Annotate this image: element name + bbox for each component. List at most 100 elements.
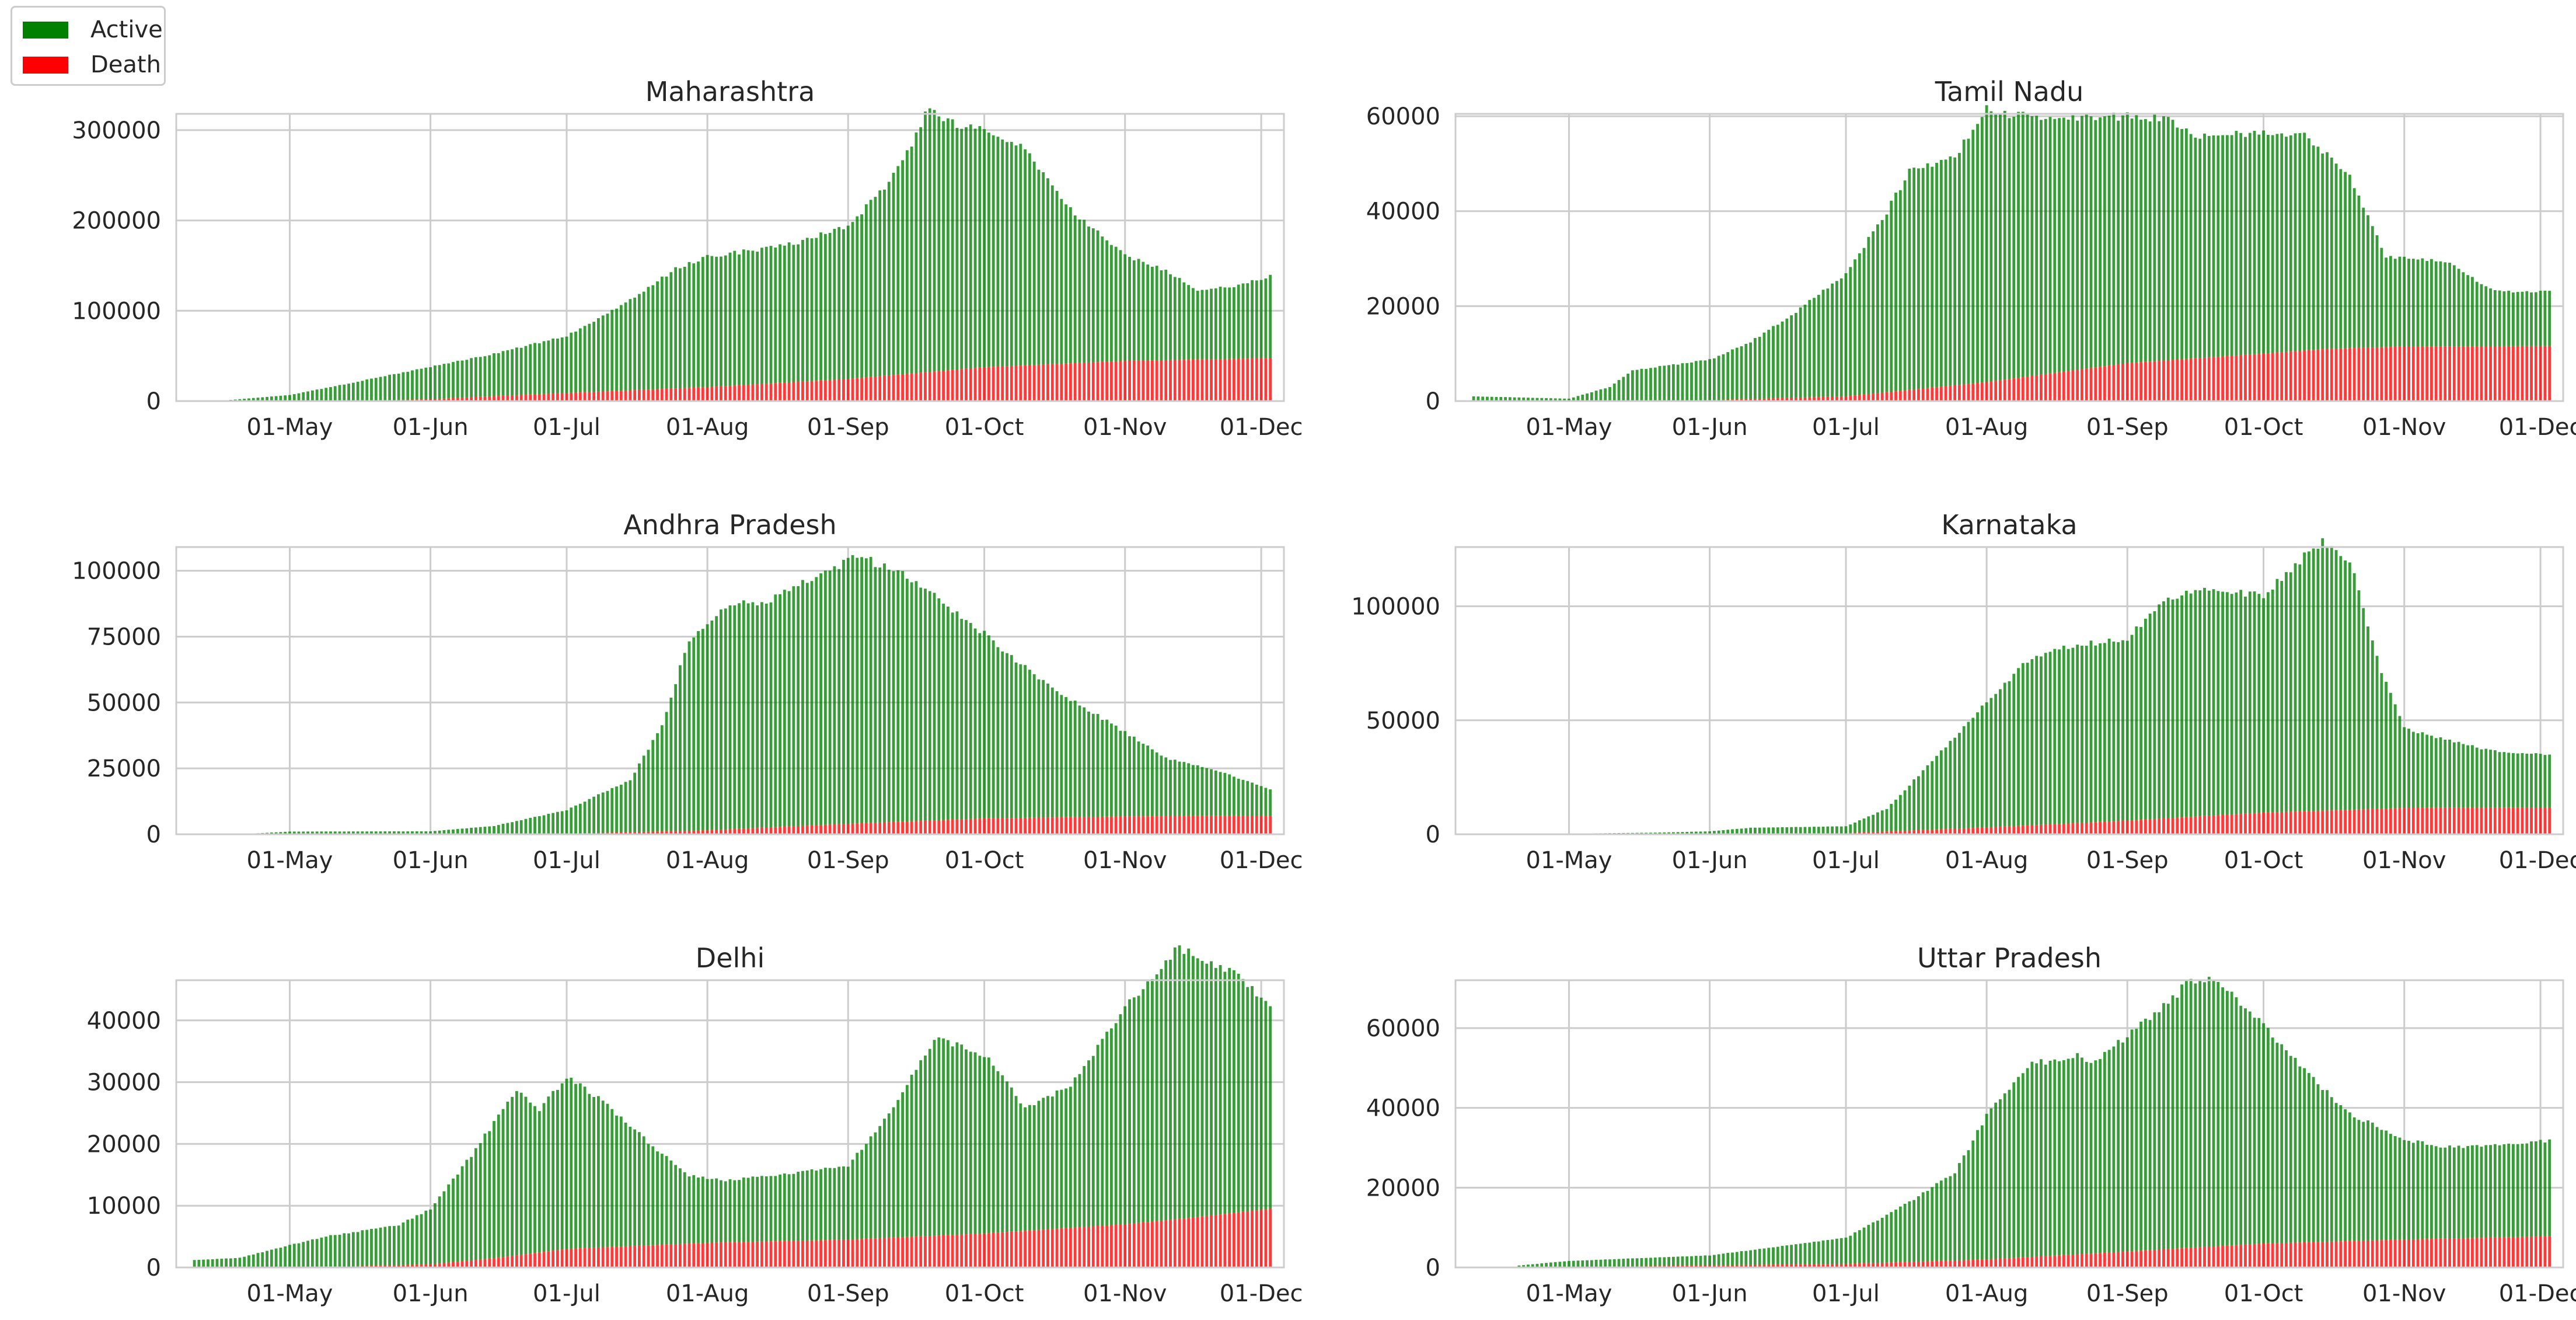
death-bar xyxy=(556,1250,559,1267)
active-bar xyxy=(2040,1059,2043,1257)
death-bar xyxy=(1114,816,1118,834)
x-tick-label: 01-Dec xyxy=(1220,1280,1303,1307)
legend-swatch-death xyxy=(23,56,68,74)
death-bar xyxy=(2107,1252,2111,1267)
active-bar xyxy=(1259,280,1263,358)
death-bar xyxy=(774,383,777,401)
active-bar xyxy=(2089,640,2093,823)
active-bar xyxy=(733,1180,737,1242)
death-bar xyxy=(1146,1222,1150,1267)
active-bar xyxy=(2411,732,2415,809)
active-bar xyxy=(2444,262,2447,347)
death-bar xyxy=(969,368,972,401)
death-bar xyxy=(856,823,859,834)
death-bar xyxy=(815,825,818,834)
active-bar xyxy=(560,337,564,393)
active-bar xyxy=(724,255,727,386)
active-bar xyxy=(2439,1147,2442,1239)
death-bar xyxy=(2366,347,2369,401)
active-bar xyxy=(1001,651,1004,819)
active-bar xyxy=(1531,398,1534,401)
active-bar xyxy=(2225,592,2229,815)
death-bar xyxy=(2253,354,2256,401)
death-bar xyxy=(2298,351,2302,401)
death-bar xyxy=(2380,809,2383,834)
active-bar xyxy=(2444,1147,2447,1239)
plot-frame xyxy=(175,979,1285,1269)
active-bar xyxy=(542,1103,546,1252)
active-bar xyxy=(1255,785,1258,816)
active-bar xyxy=(2221,591,2225,816)
death-bar xyxy=(1123,361,1127,401)
death-bar xyxy=(720,830,722,834)
active-bar xyxy=(1949,156,1952,386)
death-bar xyxy=(2085,822,2088,834)
active-bar xyxy=(1269,274,1272,358)
death-bar xyxy=(919,1236,923,1267)
active-bar xyxy=(919,587,923,821)
active-bar xyxy=(2162,1003,2165,1250)
active-bar xyxy=(2334,163,2338,349)
x-tick-label: 01-May xyxy=(246,1280,333,1307)
death-bar xyxy=(1849,396,1852,401)
active-bar xyxy=(1549,398,1552,401)
death-bar xyxy=(2158,1249,2161,1267)
death-bar xyxy=(2548,807,2551,834)
active-bar xyxy=(1563,1261,1566,1267)
active-bar xyxy=(351,831,355,834)
death-bar xyxy=(2375,347,2379,401)
active-bar xyxy=(1200,960,1204,1217)
active-bar xyxy=(2493,750,2497,808)
death-bar xyxy=(983,818,986,834)
death-bar xyxy=(1073,363,1077,401)
active-bar xyxy=(1876,812,1879,832)
active-bar xyxy=(1608,1259,1611,1267)
death-bar xyxy=(2385,347,2388,401)
active-bar xyxy=(588,799,591,834)
active-bar xyxy=(2539,754,2542,807)
death-bar xyxy=(565,1249,568,1267)
active-bar xyxy=(261,1252,264,1267)
active-bar xyxy=(2352,573,2356,810)
death-bar xyxy=(1214,816,1217,834)
active-bar xyxy=(1885,214,1889,392)
active-bar xyxy=(1251,280,1254,359)
chart-maharashtra: 01-May 01-Jun 01-Jul 01-Aug 01-Sep 01-Oct 01-N… xyxy=(72,76,1303,441)
active-bar xyxy=(2021,663,2025,826)
death-bar xyxy=(942,1235,945,1267)
active-bar xyxy=(2416,1140,2420,1239)
active-bar xyxy=(388,1226,392,1266)
active-bar xyxy=(2184,981,2188,1248)
active-bar xyxy=(1187,763,1191,816)
active-bar xyxy=(2026,113,2029,377)
active-bar xyxy=(1704,831,1707,834)
active-bar xyxy=(965,1049,968,1235)
active-bar xyxy=(279,395,282,401)
active-bar xyxy=(1010,655,1013,819)
death-bar xyxy=(2099,821,2102,834)
active-bar xyxy=(519,347,523,395)
active-bar xyxy=(452,362,455,398)
active-bar xyxy=(420,1214,423,1265)
active-bar xyxy=(2330,546,2333,811)
active-bar xyxy=(783,1173,786,1241)
active-bar xyxy=(1151,749,1154,817)
death-bar xyxy=(2366,809,2369,834)
active-bar xyxy=(2484,1145,2488,1238)
death-bar xyxy=(1872,1263,1875,1267)
active-bar xyxy=(710,256,714,387)
active-bar xyxy=(1708,359,1712,400)
active-bar xyxy=(2475,1145,2479,1238)
active-bar xyxy=(914,581,918,821)
active-bar xyxy=(270,1249,273,1267)
active-bar xyxy=(1980,705,1984,828)
death-bar xyxy=(2044,374,2047,401)
active-bar xyxy=(297,831,301,834)
death-bar xyxy=(2393,346,2397,401)
active-bar xyxy=(1055,190,1059,364)
death-bar xyxy=(1137,1223,1140,1267)
active-bar xyxy=(2221,135,2225,357)
active-bar xyxy=(447,363,451,399)
active-bar xyxy=(742,1177,745,1242)
death-bar xyxy=(488,396,491,401)
